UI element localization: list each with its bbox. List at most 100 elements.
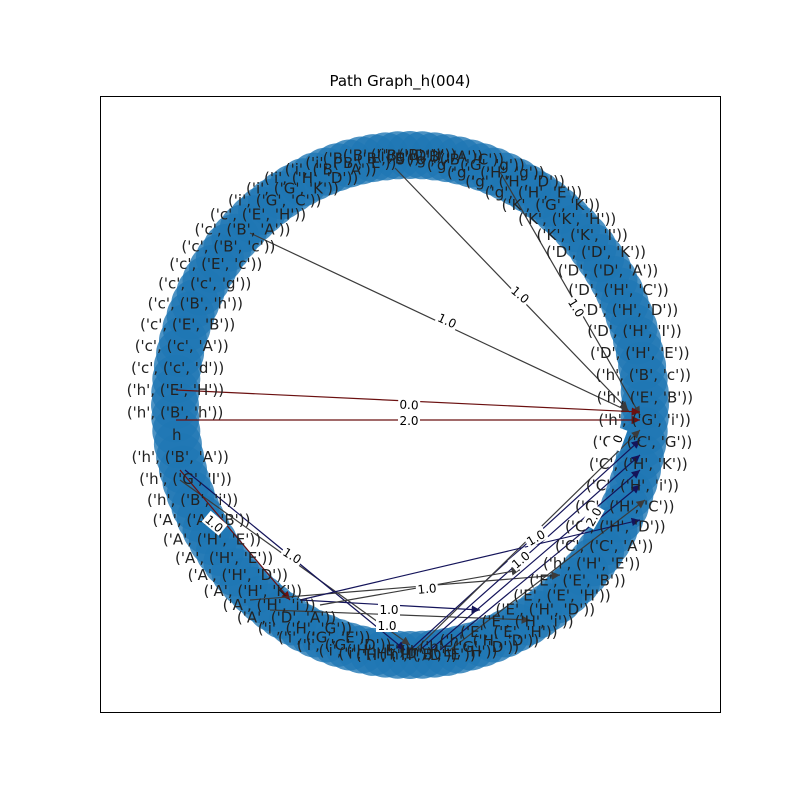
- node-label: ('g', ('B', 'C')): [407, 151, 505, 169]
- node-label: ('h', ('H', 'E')): [543, 555, 641, 573]
- node-label: ('K', ('K', 'H')): [518, 210, 616, 228]
- graph-node: [620, 367, 669, 416]
- node-label: ('C', ('H', 'D')): [565, 518, 666, 536]
- node-label: ('D', ('H', 'C')): [568, 281, 669, 299]
- node-labels-layer: ('h', ('B', 'c')) ('h', ('E', 'B')) ('h', …: [127, 146, 694, 664]
- node-label: ('c', ('B', 'c')): [181, 237, 275, 255]
- node-label: ('A', ('H', 'E')): [163, 531, 261, 549]
- node-label: ('g', ('H', 'E')): [485, 183, 583, 201]
- graph-edge: [429, 469, 641, 651]
- graph-edge: [299, 517, 641, 601]
- node-label: ('A', ('A', 'B')): [152, 511, 250, 529]
- node-label: ('C', ('H', 'K')): [589, 455, 688, 473]
- node-label: ('i', ('H', 'D')): [338, 645, 432, 663]
- edge-weight-text: 0: [610, 433, 626, 445]
- node-label: ('c', ('B', 'h')): [148, 294, 243, 312]
- node-label: ('E', ('H', 'D')): [496, 600, 596, 618]
- graph-edge: [439, 484, 641, 651]
- node-label: ('c', ('B', 'A')): [194, 221, 290, 239]
- edge-weight-text: 2.0: [399, 414, 418, 428]
- node-label: ('K', ('G', 'K')): [502, 196, 601, 214]
- edge-weight-text: 1.0: [379, 603, 398, 617]
- chart-title: Path Graph_h(004): [329, 72, 471, 90]
- edge-weight-label: 2.0: [398, 413, 420, 428]
- node-label: ('c', ('E', 'B')): [140, 315, 235, 333]
- node-label: ('K', ('K', 'I')): [537, 226, 628, 244]
- graph-edge: [499, 171, 641, 416]
- node-label: ('C', ('C', 'A')): [555, 537, 653, 555]
- edge-weight-label: 0.0: [397, 396, 421, 413]
- node-label: ('D', ('D', 'K')): [546, 243, 646, 261]
- node-label: ('c', ('c', 'A')): [135, 337, 229, 355]
- node-label: ('g', ('H', 'D')): [465, 172, 565, 190]
- node-label: ('i', ('B', 'i')): [370, 146, 456, 164]
- graph-edge: [409, 439, 641, 651]
- node-label: ('h', ('E', 'H')): [127, 381, 225, 399]
- node-label: ('i', ('G', 'E')): [278, 629, 371, 647]
- node-label: ('i', ('H', 'E')): [319, 641, 411, 659]
- node-label: ('i', ('B', 'E')): [305, 154, 396, 172]
- node-label: ('i', ('G', 'K')): [246, 180, 339, 198]
- edge-weight-label: 0: [606, 425, 628, 452]
- edge-weight-label: 1.0: [434, 309, 461, 331]
- edge-weight-label: 1.0: [376, 618, 398, 633]
- node-label: ('h', ('B', 'A')): [132, 448, 229, 466]
- node-label: ('g', ('H', 'g')): [447, 163, 545, 181]
- node-label: ('A', ('D', 'A')): [237, 609, 336, 627]
- edge-weight-text: 1.0: [377, 619, 396, 633]
- edge-weight-label: 1.0: [522, 525, 549, 549]
- node-label: ('i', ('G', 'C')): [228, 192, 322, 210]
- node-label: ('D', ('H', 'I')): [587, 322, 681, 340]
- graph-edge: [249, 571, 561, 601]
- edge-weight-label: 1.0: [378, 602, 400, 617]
- node-label: ('C', ('C', 'G')): [593, 433, 693, 451]
- node-label: ('h', ('G', 'D')): [419, 638, 519, 656]
- node-label: ('C', ('H', 'i')): [586, 477, 679, 495]
- node-label: ('D', ('H', 'D')): [577, 301, 679, 319]
- node-label: ('E', ('E', 'H')): [460, 623, 557, 641]
- node-label: ('g', ('B', 'A')): [386, 147, 483, 165]
- graph-edge: [179, 469, 291, 601]
- node-label: ('A', ('H', 'K')): [203, 582, 302, 600]
- node-label: ('H', ('H', 'D')): [356, 646, 457, 664]
- node-label: ('B', ('B', 'E')): [323, 149, 420, 167]
- node-label: ('h', ('B', 'h')): [127, 404, 224, 422]
- nodes-layer: [151, 131, 669, 679]
- node-label: ('h', ('G', 'I')): [139, 470, 232, 488]
- node-label: ('E', ('E', 'H')): [513, 587, 610, 605]
- node-label: ('i', ('B', 'A')): [285, 161, 377, 179]
- node-label: ('E', ('E', 'B')): [529, 571, 625, 589]
- node-label: ('c', ('c', 'd')): [131, 359, 224, 377]
- node-label: ('A', ('H', 'D')): [188, 566, 288, 584]
- node-label: ('h', ('B', 'E')): [379, 645, 476, 663]
- node-label: ('A', ('H', 'i')): [223, 596, 316, 614]
- node-label: ('i', ('G', 'D')): [297, 636, 392, 654]
- node-label: ('i', ('H', 'D')): [264, 169, 358, 187]
- edge-weight-label: 1.0: [507, 281, 534, 307]
- node-label: ('c', ('c', 'g')): [158, 274, 251, 292]
- graph-edge: [449, 499, 646, 651]
- edge-weight-text: 1.0: [508, 284, 532, 307]
- node-label: h: [172, 426, 182, 444]
- node-label: ('g', ('G', 'g')): [427, 156, 525, 174]
- graph-edge: [419, 454, 641, 651]
- node-label: ('D', ('H', 'E')): [590, 344, 690, 362]
- node-label: ('h', ('H', 'D')): [440, 631, 540, 649]
- node-label: ('c', ('E', 'c')): [169, 255, 262, 273]
- plot-frame: [100, 96, 721, 713]
- edge-weight-text: 1.0: [417, 581, 437, 597]
- node-label: ('B', ('B', 'D')): [343, 147, 442, 165]
- node-label: ('E', ('H', 'i')): [482, 613, 574, 631]
- node-label: ('h', ('E', 'H')): [400, 643, 498, 661]
- edge-weight-label: 1.0: [415, 580, 439, 597]
- node-label: ('h', ('E', 'B')): [597, 388, 694, 406]
- edge-weight-label: 1.0: [279, 543, 306, 567]
- node-label: ('c', ('E', 'H')): [210, 205, 306, 223]
- node-label: ('h', ('G', 'i')): [598, 411, 691, 429]
- node-label: ('A', ('H', 'E')): [175, 549, 273, 567]
- node-label: ('h', ('B', 'i')): [147, 491, 238, 509]
- node-label: ('h', ('B', 'c')): [596, 366, 691, 384]
- edge-weight-text: 0.0: [399, 398, 419, 413]
- node-label: ('i', ('H', 'G')): [258, 620, 352, 638]
